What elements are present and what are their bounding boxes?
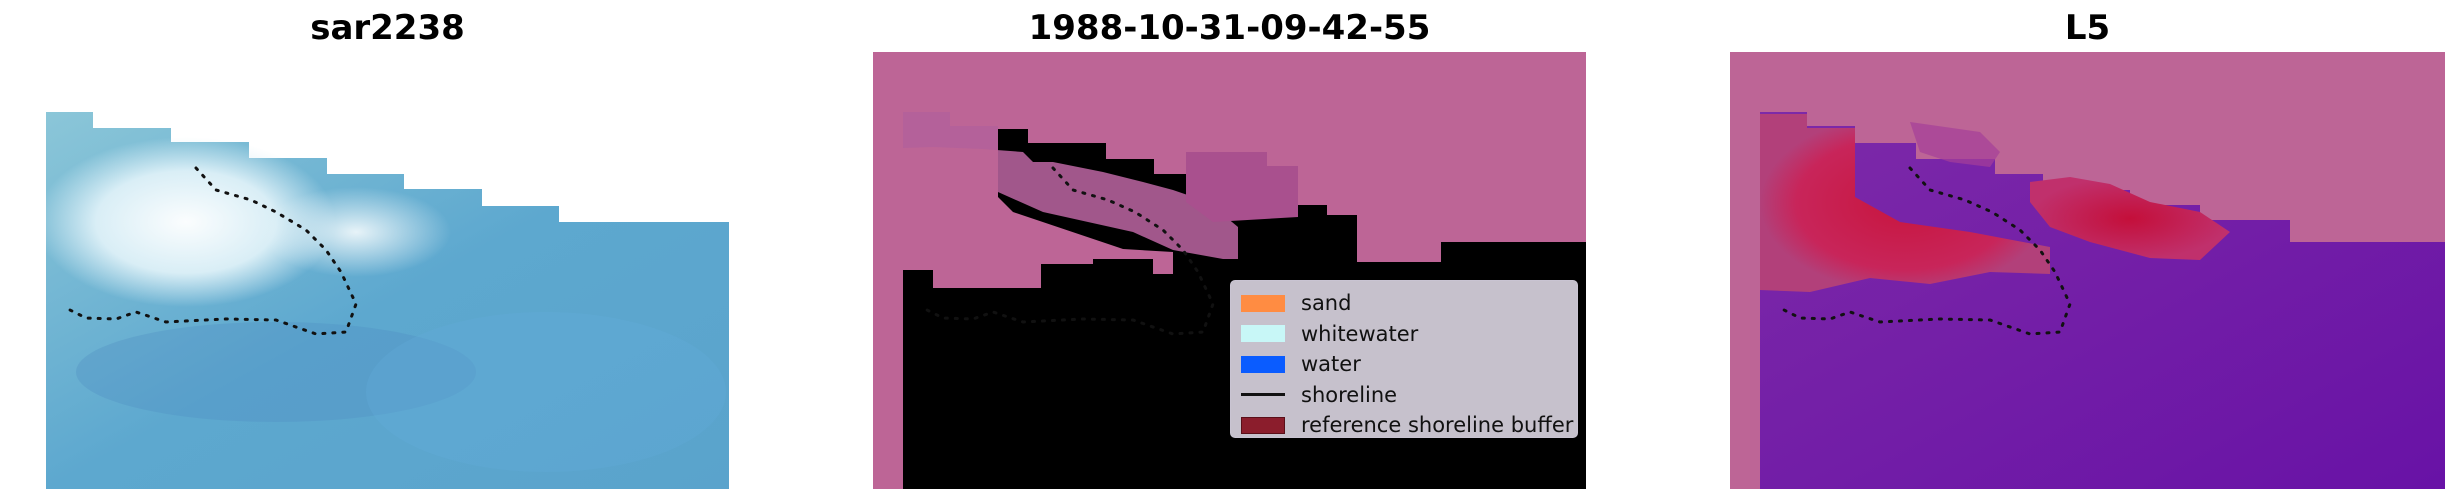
panel-title-date: 1988-10-31-09-42-55 — [1028, 8, 1431, 48]
shoreline — [921, 166, 1215, 336]
legend-item-whitewater: whitewater — [1241, 319, 1567, 350]
shoreline-line-swatch — [1241, 393, 1285, 397]
legend-label: water — [1301, 352, 1361, 377]
water-swatch — [1241, 355, 1285, 373]
legend: sand whitewater water shoreline referenc… — [1230, 280, 1578, 438]
legend-item-sand: sand — [1241, 288, 1567, 319]
high-index-area — [1760, 114, 2050, 292]
whitewater-swatch — [1241, 325, 1285, 343]
legend-item-shoreline: shoreline — [1241, 380, 1567, 411]
buffer-swatch — [1241, 416, 1285, 434]
whitewater-foam — [46, 137, 336, 307]
legend-item-water: water — [1241, 349, 1567, 380]
water-index-area — [1760, 112, 2445, 489]
legend-label: reference shoreline buffer — [1301, 413, 1574, 438]
rgb-image-panel — [46, 112, 729, 489]
whitewater-foam-secondary — [261, 187, 451, 277]
legend-label: whitewater — [1301, 321, 1419, 346]
panel-title-l5: L5 — [2064, 8, 2111, 48]
shoreline — [64, 166, 358, 336]
sand-swatch — [1241, 294, 1285, 312]
panel-title-sar2238: sar2238 — [310, 8, 465, 48]
shoreline — [1778, 166, 2072, 336]
legend-label: shoreline — [1301, 382, 1398, 407]
reference-shoreline-buffer — [903, 112, 1238, 259]
index-panel — [1730, 52, 2445, 489]
legend-label: sand — [1301, 291, 1352, 316]
legend-item-reference-buffer: reference shoreline buffer — [1241, 410, 1573, 441]
